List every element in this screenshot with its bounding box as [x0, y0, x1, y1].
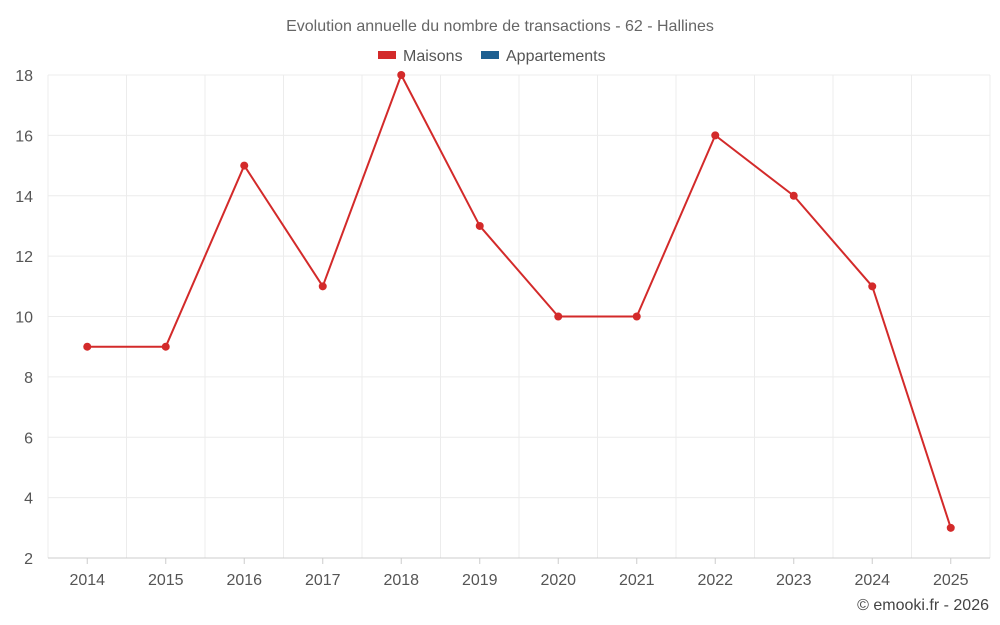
- x-tick-label: 2024: [854, 572, 890, 589]
- x-tick-label: 2014: [69, 572, 105, 589]
- credit-text: © emooki.fr - 2026: [857, 597, 989, 614]
- x-tick-label: 2020: [540, 572, 576, 589]
- x-tick-label: 2021: [619, 572, 655, 589]
- chart-title: Evolution annuelle du nombre de transact…: [286, 18, 714, 35]
- y-tick-label: 10: [15, 310, 33, 327]
- x-tick-label: 2016: [226, 572, 262, 589]
- data-point[interactable]: [789, 191, 798, 200]
- x-tick-label: 2018: [383, 572, 419, 589]
- legend-swatch-maisons: [378, 51, 396, 59]
- legend-label-appartements: Appartements: [506, 48, 606, 65]
- data-point[interactable]: [632, 312, 641, 321]
- series-line: [87, 74, 952, 529]
- x-tick-label: 2023: [776, 572, 812, 589]
- legend-label-maisons: Maisons: [403, 48, 463, 65]
- data-point[interactable]: [318, 282, 327, 291]
- y-tick-label: 16: [15, 128, 33, 145]
- legend-item-maisons[interactable]: Maisons: [378, 48, 463, 65]
- data-point[interactable]: [397, 71, 406, 79]
- y-tick-label: 6: [24, 430, 33, 447]
- legend-swatch-appartements: [481, 51, 499, 59]
- data-point[interactable]: [83, 342, 92, 351]
- y-tick-label: 2: [24, 551, 33, 568]
- series-maisons: [83, 71, 955, 532]
- legend: Maisons Appartements: [378, 48, 606, 65]
- x-tick-label: 2022: [697, 572, 733, 589]
- y-tick-label: 18: [15, 68, 33, 85]
- y-tick-label: 12: [15, 249, 33, 266]
- legend-item-appartements[interactable]: Appartements: [481, 48, 606, 65]
- data-point[interactable]: [711, 131, 720, 140]
- grid: [47, 74, 991, 558]
- data-point[interactable]: [475, 221, 484, 230]
- y-tick-label: 4: [24, 491, 33, 508]
- y-tick-label: 14: [15, 189, 33, 206]
- data-point[interactable]: [161, 342, 170, 351]
- x-tick-label: 2017: [305, 572, 341, 589]
- data-point[interactable]: [946, 523, 955, 532]
- x-tick-label: 2015: [148, 572, 184, 589]
- y-tick-label: 8: [24, 370, 33, 387]
- x-tick-label: 2025: [933, 572, 969, 589]
- x-tick-label: 2019: [462, 572, 498, 589]
- axes: 2 4 6 8 10 12 14 16 18 2014 2015 2016 2017 2018 2019 20…: [15, 68, 990, 589]
- data-point[interactable]: [554, 312, 563, 321]
- data-point[interactable]: [240, 161, 249, 170]
- data-point[interactable]: [868, 282, 877, 291]
